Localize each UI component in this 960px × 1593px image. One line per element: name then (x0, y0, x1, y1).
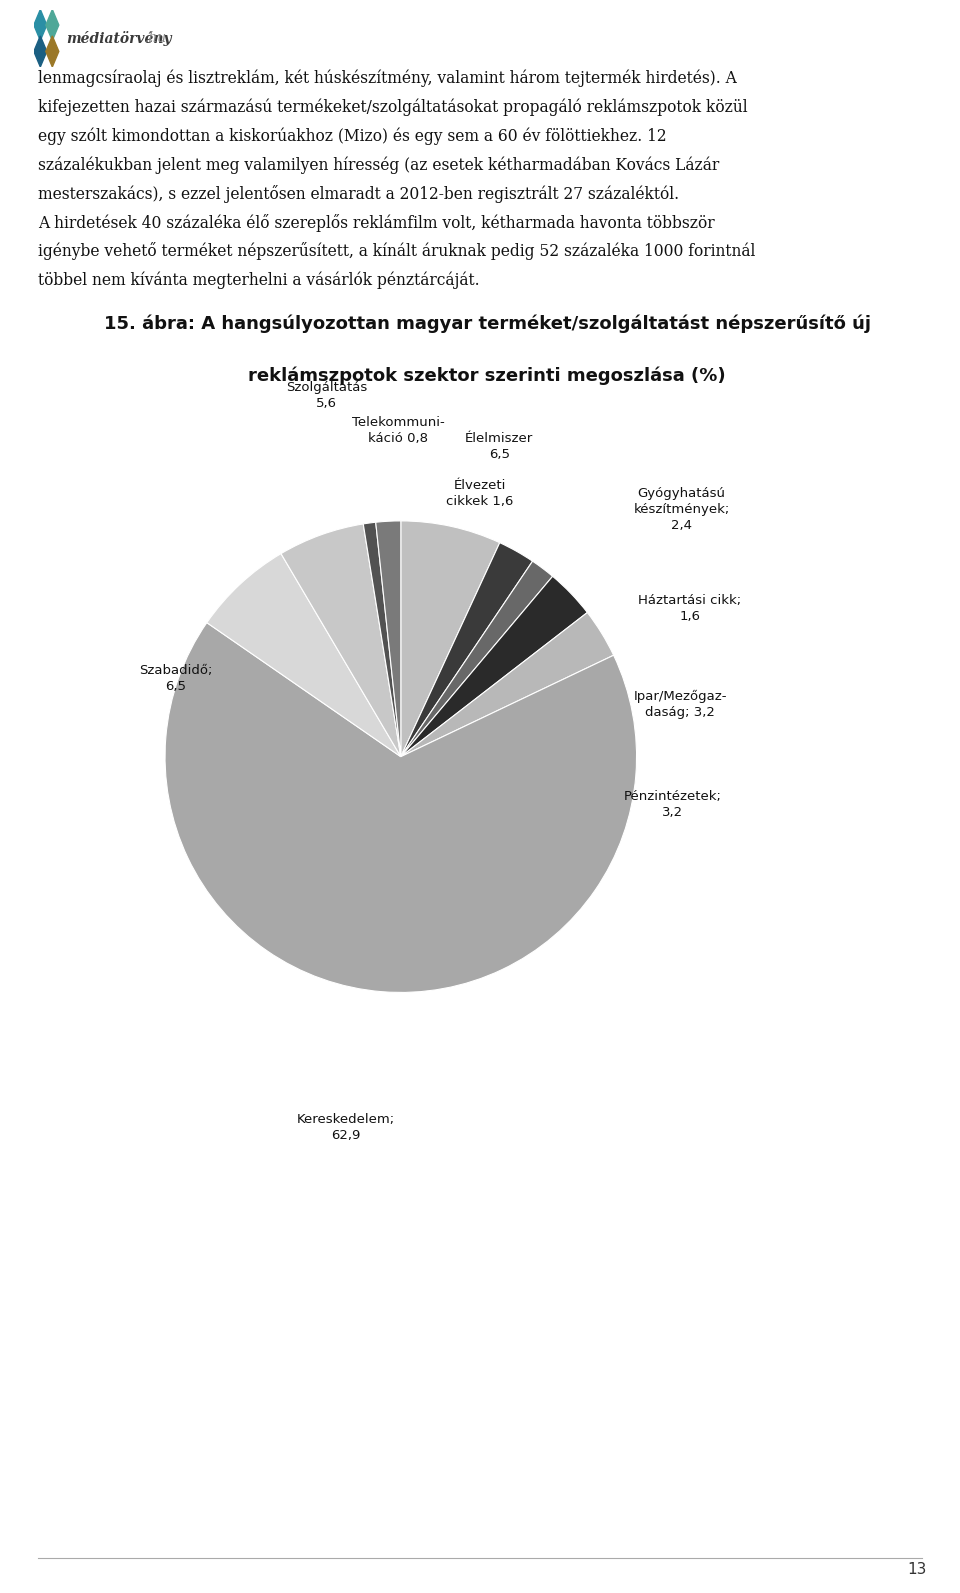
Text: Ipar/Mezőgaz-
daság; 3,2: Ipar/Mezőgaz- daság; 3,2 (634, 690, 727, 718)
Text: kifejezetten hazai származású termékeket/szolgáltatásokat propagáló reklámszpoto: kifejezetten hazai származású termékeket… (38, 99, 748, 116)
Text: Háztartási cikk;
1,6: Háztartási cikk; 1,6 (638, 594, 741, 623)
Wedge shape (401, 561, 553, 757)
Text: Telekommuni-
káció 0,8: Telekommuni- káció 0,8 (352, 416, 444, 444)
Polygon shape (46, 10, 59, 40)
Text: .hu: .hu (144, 32, 167, 45)
Text: Szolgáltatás
5,6: Szolgáltatás 5,6 (286, 381, 367, 409)
Wedge shape (363, 523, 401, 757)
Text: 15. ábra: A hangsúlyozottan magyar terméket/szolgáltatást népszerűsítő új: 15. ábra: A hangsúlyozottan magyar termé… (104, 314, 871, 333)
Wedge shape (165, 623, 636, 992)
Text: A hirdetések 40 százaléka élő szereplős reklámfilm volt, kétharmada havonta több: A hirdetések 40 százaléka élő szereplős … (38, 213, 715, 231)
Wedge shape (401, 577, 588, 757)
Wedge shape (401, 612, 613, 757)
Text: Élelmiszer
6,5: Élelmiszer 6,5 (465, 432, 534, 460)
Text: 13: 13 (907, 1563, 926, 1577)
Text: lenmagcsíraolaj és lisztreklám, két húskészítmény, valamint három tejtermék hird: lenmagcsíraolaj és lisztreklám, két húsk… (38, 70, 737, 88)
Wedge shape (401, 543, 533, 757)
Polygon shape (34, 10, 47, 40)
Text: egy szólt kimondottan a kiskorúakhoz (Mizo) és egy sem a 60 év fölöttiekhez. 12: egy szólt kimondottan a kiskorúakhoz (Mi… (38, 127, 667, 145)
Wedge shape (400, 521, 500, 757)
Wedge shape (375, 521, 401, 757)
Wedge shape (281, 524, 401, 757)
Text: többel nem kívánta megterhelni a vásárlók pénztárcáját.: többel nem kívánta megterhelni a vásárló… (38, 271, 480, 288)
Wedge shape (206, 554, 401, 757)
Text: Élvezeti
cikkek 1,6: Élvezeti cikkek 1,6 (446, 479, 514, 508)
Text: százalékukban jelent meg valamilyen híresség (az esetek kétharmadában Kovács Láz: százalékukban jelent meg valamilyen híre… (38, 156, 720, 174)
Text: Szabadidő;
6,5: Szabadidő; 6,5 (139, 664, 212, 693)
Text: mesterszakács), s ezzel jelentősen elmaradt a 2012-ben regisztrált 27 százaléktó: mesterszakács), s ezzel jelentősen elmar… (38, 185, 680, 202)
Text: Pénzintézetek;
3,2: Pénzintézetek; 3,2 (624, 790, 722, 819)
Text: Kereskedelem;
62,9: Kereskedelem; 62,9 (297, 1114, 395, 1142)
Polygon shape (46, 37, 59, 67)
Text: reklámszpotok szektor szerinti megoszlása (%): reklámszpotok szektor szerinti megoszlás… (249, 366, 726, 386)
Text: Gyógyhatású
készítmények;
2,4: Gyógyhatású készítmények; 2,4 (634, 487, 730, 532)
Text: igénybe vehető terméket népszerűsített, a kínált áruknak pedig 52 százaléka 1000: igénybe vehető terméket népszerűsített, … (38, 242, 756, 260)
Polygon shape (34, 37, 47, 67)
Text: médiatörvény: médiatörvény (66, 30, 172, 46)
